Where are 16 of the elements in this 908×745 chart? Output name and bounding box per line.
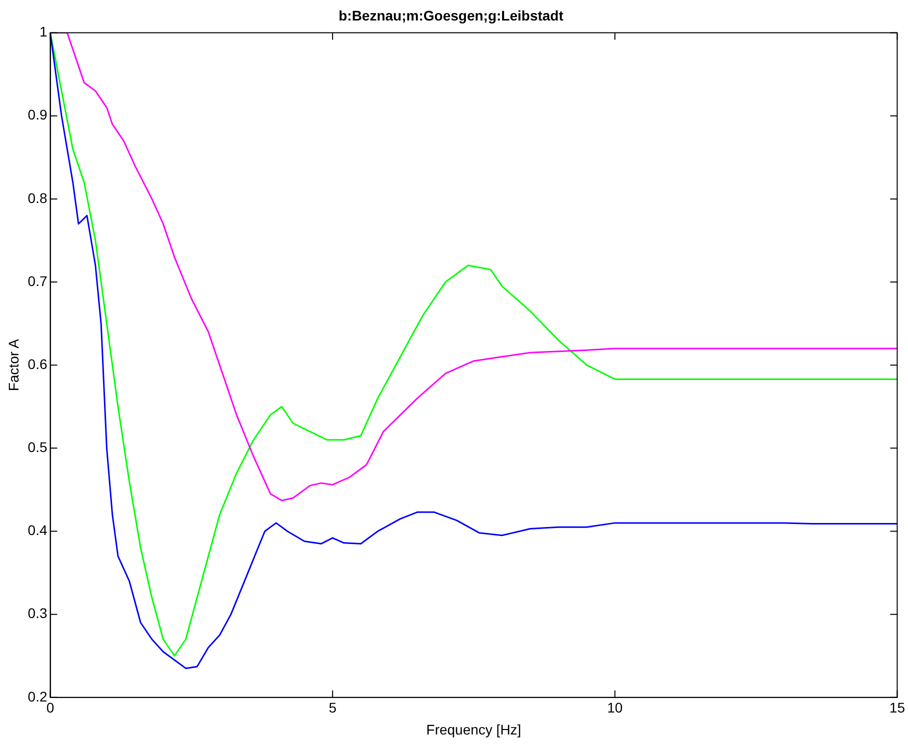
y-tick-label: 0.9 — [28, 106, 48, 123]
x-tick-label: 10 — [607, 700, 623, 716]
y-tick-label: 0.3 — [28, 605, 48, 622]
x-tick-label: 15 — [889, 700, 906, 716]
chart-title: b:Beznau;m:Goesgen;g:Leibstadt — [338, 7, 564, 24]
y-tick-label: 1 — [39, 24, 48, 40]
x-axis-title: Frequency [Hz] — [426, 721, 522, 738]
y-tick-label: 0.7 — [28, 272, 48, 289]
y-tick-label: 0.8 — [28, 190, 48, 206]
x-tick-label: 0 — [46, 700, 54, 716]
x-tick-label: 5 — [328, 700, 337, 716]
y-axis-title: Factor A — [5, 338, 22, 392]
y-tick-label: 0.4 — [28, 522, 48, 538]
y-tick-label: 0.5 — [28, 439, 48, 456]
y-tick-label: 0.2 — [28, 688, 48, 704]
y-tick-label: 0.6 — [28, 356, 48, 372]
